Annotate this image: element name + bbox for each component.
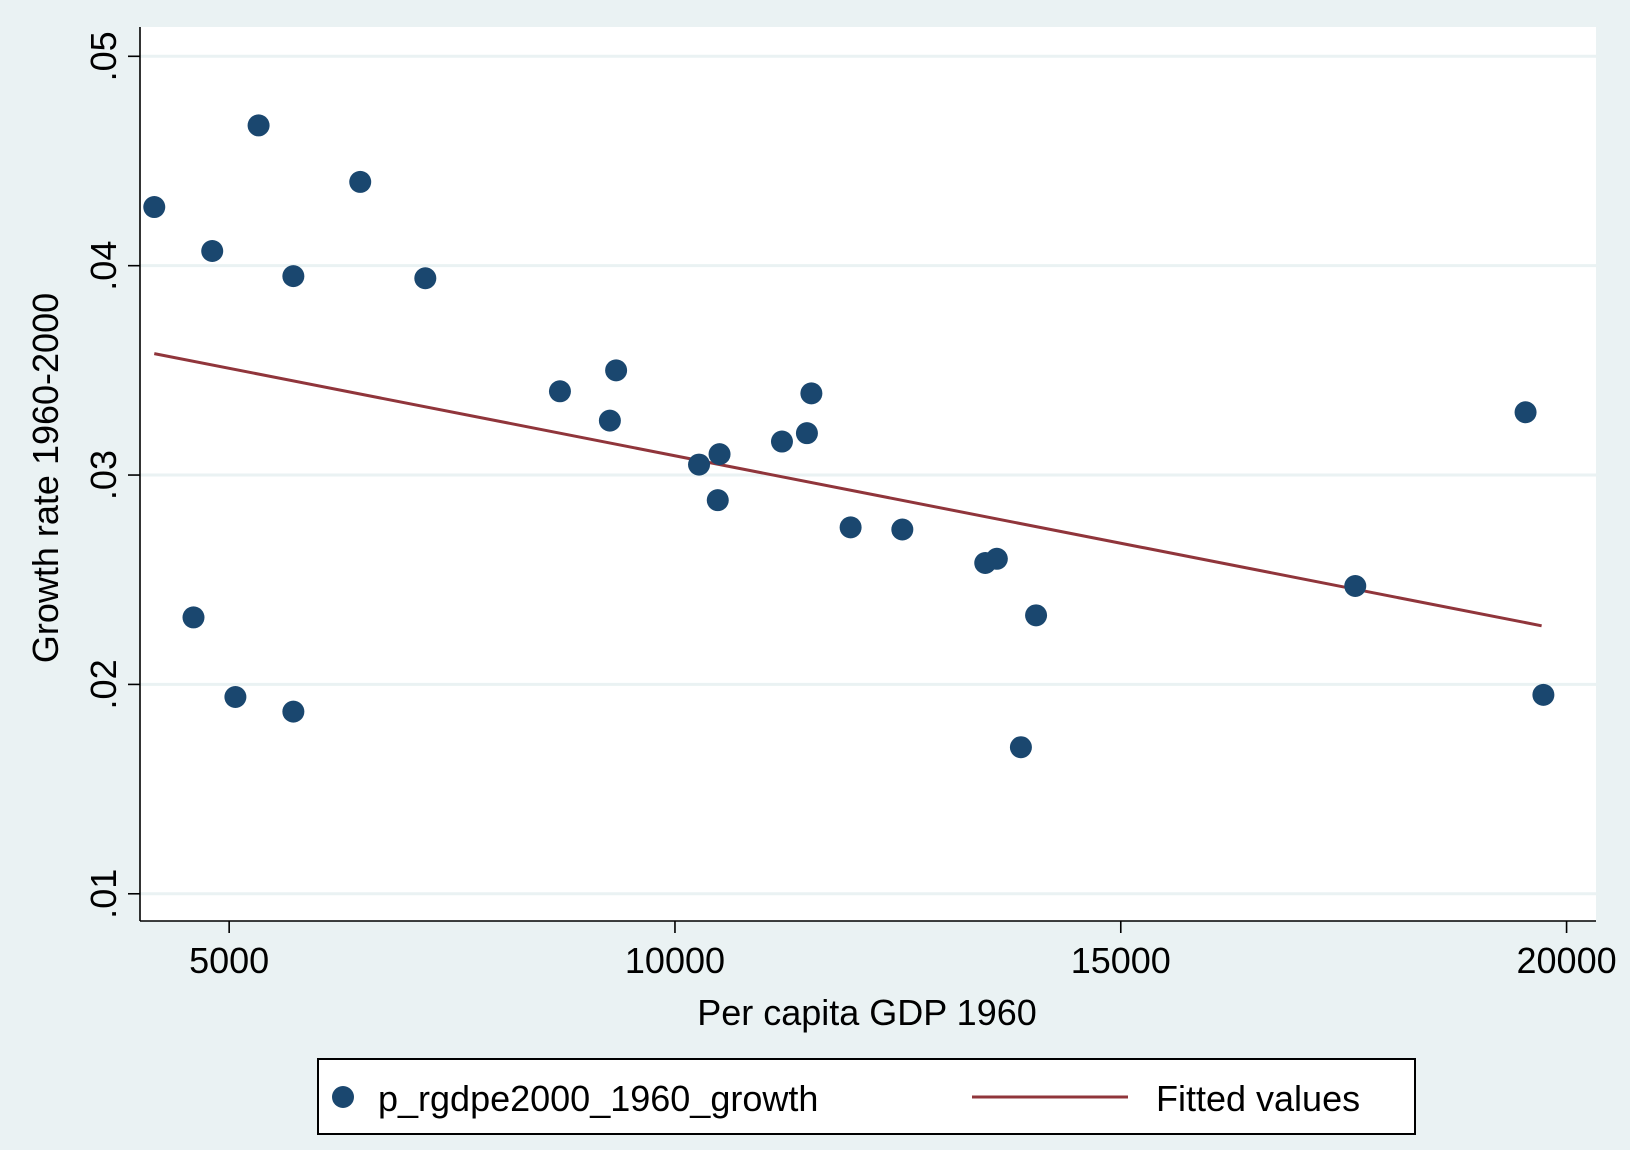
y-tick-label: .04 <box>83 241 124 291</box>
x-axis-label: Per capita GDP 1960 <box>697 992 1037 1033</box>
data-point <box>548 380 571 403</box>
x-axis-ticks: 5000 10000 15000 20000 <box>189 921 1617 981</box>
fitted-line-layer <box>153 352 1542 628</box>
data-point <box>349 170 372 193</box>
data-point <box>224 685 247 708</box>
x-tick-label: 5000 <box>189 940 269 981</box>
data-point <box>201 240 224 263</box>
data-point <box>1025 604 1048 627</box>
data-point <box>1532 683 1555 706</box>
data-point <box>795 422 818 445</box>
y-axis-ticks: .01 .02 .03 .04 .05 <box>83 31 140 919</box>
y-tick-label: .03 <box>83 450 124 500</box>
legend-box <box>317 1058 1416 1135</box>
data-point <box>282 265 305 288</box>
legend-label-scatter: p_rgdpe2000_1960_growth <box>378 1078 818 1119</box>
data-point <box>1009 736 1032 759</box>
data-point <box>706 489 729 512</box>
data-point <box>247 114 270 137</box>
data-point <box>891 518 914 541</box>
y-axis-label: Growth rate 1960-2000 <box>25 293 66 663</box>
data-point <box>1514 401 1537 424</box>
fitted-values-line <box>153 352 1542 628</box>
data-point <box>598 409 621 432</box>
legend: p_rgdpe2000_1960_growth Fitted values <box>317 1058 1416 1135</box>
legend-marker-scatter <box>332 1086 354 1108</box>
x-tick-label: 15000 <box>1071 940 1171 981</box>
data-point <box>708 443 731 466</box>
y-tick-label: .01 <box>83 869 124 919</box>
data-point <box>1344 575 1367 598</box>
data-point <box>414 267 437 290</box>
grid-lines <box>140 54 1596 896</box>
x-tick-label: 10000 <box>625 940 725 981</box>
data-point <box>688 453 711 476</box>
data-point <box>182 606 205 629</box>
data-point <box>800 382 823 405</box>
data-point <box>985 547 1008 570</box>
legend-label-fitted: Fitted values <box>1156 1078 1360 1119</box>
data-point <box>770 430 793 453</box>
data-point <box>282 700 305 723</box>
y-tick-label: .05 <box>83 31 124 81</box>
data-point <box>143 196 166 219</box>
y-tick-label: .02 <box>83 659 124 709</box>
x-tick-label: 20000 <box>1517 940 1617 981</box>
data-point <box>839 516 862 539</box>
scatter-points-layer <box>143 114 1555 759</box>
data-point <box>605 359 628 382</box>
